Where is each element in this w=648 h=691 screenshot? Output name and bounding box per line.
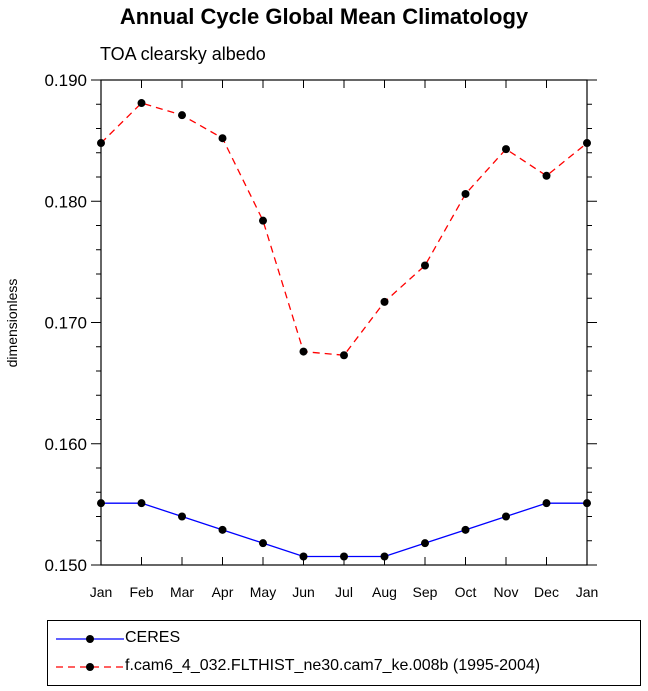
x-tick-label: Jan bbox=[90, 584, 113, 600]
data-point-s1-9 bbox=[461, 189, 470, 198]
x-tick-label: May bbox=[250, 584, 276, 600]
data-point-s0-0 bbox=[97, 499, 105, 508]
data-point-s0-11 bbox=[542, 499, 551, 508]
x-tick-label: Jul bbox=[335, 584, 353, 600]
y-tick-label: 0.160 bbox=[44, 435, 87, 454]
plot-frame bbox=[100, 79, 588, 566]
data-point-s1-1 bbox=[137, 99, 146, 108]
legend-label-model: f.cam6_4_032.FLTHIST_ne30.cam7_ke.008b (… bbox=[125, 657, 541, 674]
line-chart: Jan Feb Mar Apr May Jun Jul Aug Sep Oct Nov Dec Jan0… bbox=[4, 71, 598, 600]
data-point-s0-10 bbox=[502, 512, 510, 521]
data-point-s1-4 bbox=[259, 216, 267, 225]
data-point-s1-12 bbox=[583, 139, 591, 148]
plot-series bbox=[97, 99, 591, 561]
data-point-s0-2 bbox=[178, 512, 186, 521]
x-tick-label: Mar bbox=[170, 584, 194, 600]
legend-entry-model: f.cam6_4_032.FLTHIST_ne30.cam7_ke.008b (… bbox=[48, 654, 640, 680]
legend-entry-ceres: CERES bbox=[48, 626, 640, 652]
data-point-s1-2 bbox=[178, 111, 186, 120]
legend-label-ceres: CERES bbox=[125, 629, 181, 646]
x-tick-label: Apr bbox=[212, 584, 234, 600]
x-tick-label: Dec bbox=[534, 584, 559, 600]
y-tick-label: 0.170 bbox=[44, 314, 87, 333]
data-point-s1-8 bbox=[421, 261, 429, 270]
y-axis-label: dimensionless bbox=[4, 279, 20, 368]
y-tick-label: 0.180 bbox=[44, 192, 87, 211]
data-point-s0-4 bbox=[259, 539, 267, 548]
data-point-s1-7 bbox=[380, 297, 389, 306]
chart-title: Annual Cycle Global Mean Climatology bbox=[119, 4, 529, 29]
y-tick-label: 0.190 bbox=[44, 71, 87, 90]
data-point-s0-1 bbox=[137, 499, 146, 508]
x-tick-label: Aug bbox=[372, 584, 397, 600]
data-point-s1-6 bbox=[340, 351, 348, 360]
data-point-s0-5 bbox=[299, 552, 308, 561]
data-point-s1-5 bbox=[299, 347, 308, 356]
y-tick-label: 0.150 bbox=[44, 556, 87, 575]
x-tick-label: Jan bbox=[576, 584, 599, 600]
chart-subtitle: TOA clearsky albedo bbox=[100, 44, 266, 64]
chart-legend: CERES f.cam6_4_032.FLTHIST_ne30.cam7_ke.… bbox=[47, 620, 641, 686]
x-tick-label: Jun bbox=[292, 584, 315, 600]
data-point-s0-7 bbox=[380, 552, 389, 561]
data-point-s1-0 bbox=[97, 139, 105, 148]
x-tick-label: Nov bbox=[494, 584, 519, 600]
data-point-s0-6 bbox=[340, 552, 348, 561]
x-tick-label: Feb bbox=[129, 584, 153, 600]
data-point-s0-8 bbox=[421, 539, 429, 548]
data-point-s0-12 bbox=[583, 499, 591, 508]
x-tick-label: Sep bbox=[413, 584, 438, 600]
plot-axes: Jan Feb Mar Apr May Jun Jul Aug Sep Oct Nov Dec Jan0… bbox=[44, 71, 598, 600]
data-point-s1-11 bbox=[542, 171, 551, 180]
data-point-s1-10 bbox=[502, 145, 510, 154]
x-tick-label: Oct bbox=[455, 584, 477, 600]
data-point-s1-3 bbox=[218, 134, 227, 143]
data-point-s0-3 bbox=[218, 525, 227, 534]
series-line-1 bbox=[100, 102, 588, 356]
data-point-s0-9 bbox=[461, 525, 470, 534]
legend-swatch-model bbox=[56, 663, 124, 671]
series-line-0 bbox=[101, 502, 587, 558]
legend-swatch-ceres bbox=[56, 635, 124, 643]
